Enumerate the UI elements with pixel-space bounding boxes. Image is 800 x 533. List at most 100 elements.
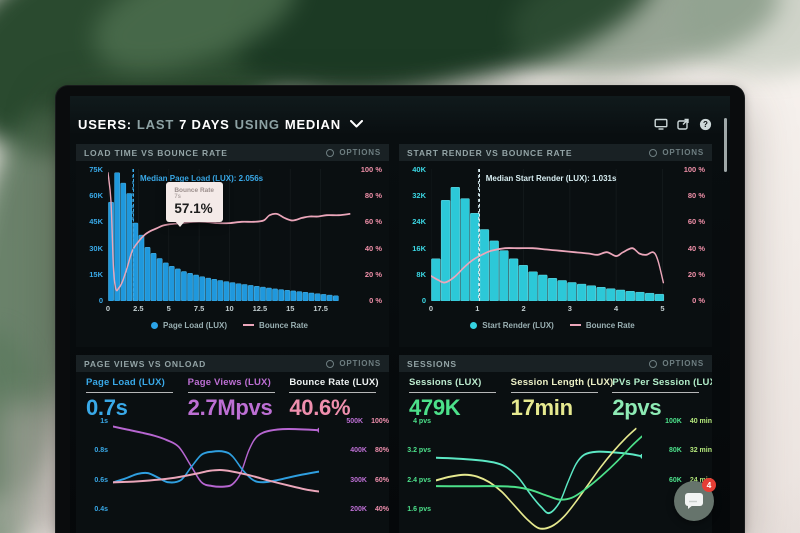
app-header: USERS: LAST 7 DAYS USING MEDIAN: [78, 114, 712, 134]
legend-item[interactable]: Page Load (LUX): [151, 321, 227, 330]
axis-label: 0.6s: [94, 476, 108, 484]
bar: [193, 274, 199, 301]
options-button[interactable]: OPTIONS: [326, 359, 381, 368]
axis-label: 0 %: [692, 295, 705, 305]
axis-label-row: 100K 40 min: [648, 418, 712, 425]
options-button[interactable]: OPTIONS: [649, 148, 704, 157]
bar: [150, 253, 157, 301]
chart-area: 40K 32K 24K 16K 8K 0 Median Start Render (LUX…: [399, 165, 712, 334]
bar: [144, 247, 151, 301]
share-icon[interactable]: [677, 118, 690, 130]
axis-tick: 2.5: [133, 304, 144, 313]
metric-value: 2.7Mpvs: [187, 395, 273, 420]
chevron-down-icon: [349, 120, 363, 128]
axis-tick: 10: [225, 304, 234, 313]
axis-label: 45K: [89, 217, 103, 227]
bar: [175, 268, 181, 301]
chat-widget-button[interactable]: 4: [674, 478, 716, 521]
start-render-histogram: Median Start Render (LUX): 1.031s: [431, 169, 674, 301]
axis-label: 40 %: [364, 243, 382, 253]
y-axis-left: 1s 0.8s 0.6s 0.4s: [76, 418, 113, 513]
axis-label: 20 %: [364, 269, 382, 279]
panel-header: PAGE VIEWS VS ONLOAD OPTIONS: [76, 355, 389, 372]
options-button[interactable]: OPTIONS: [326, 148, 381, 157]
options-button[interactable]: OPTIONS: [649, 359, 704, 368]
median-label: Median Start Render (LUX): 1.031s: [485, 174, 617, 183]
legend-label: Bounce Rate: [585, 320, 635, 330]
axis-label: 24 min: [689, 476, 712, 484]
display-icon[interactable]: [654, 118, 668, 130]
axis-label: 15K: [89, 269, 103, 279]
metric-value: 2pvs: [612, 395, 662, 420]
y-axis-left: 75K 60K 45K 30K 15K 0: [76, 166, 108, 304]
axis-label-row: 80K 32 min: [648, 447, 712, 454]
legend-dot-icon: [151, 321, 159, 329]
axis-label: 300K: [350, 476, 367, 484]
bar: [229, 282, 236, 301]
users-range-dropdown[interactable]: USERS: LAST 7 DAYS USING MEDIAN: [78, 117, 363, 132]
legend-dot-icon: [470, 321, 478, 329]
panel-header: START RENDER VS BOUNCE RATE OPTIONS: [399, 144, 712, 161]
legend-label: Page Load (LUX): [163, 320, 228, 330]
x-axis: 0 2.5 5 7.5 10 12.5 15 17.5: [106, 301, 351, 314]
axis-label: 0.8s: [94, 447, 108, 455]
axis-tick: 12.5: [252, 304, 268, 313]
options-label: OPTIONS: [662, 148, 704, 157]
axis-tick: 1: [475, 304, 480, 313]
bar: [272, 288, 278, 301]
axis-label: 40%: [374, 505, 389, 513]
legend-item[interactable]: Start Render (LUX): [470, 321, 554, 330]
metric-page-load: Page Load (LUX) 0.7s: [86, 377, 178, 419]
y-axis-right: 100 % 80 % 60 % 40 % 20 % 0 %: [674, 166, 712, 304]
panel-header: LOAD TIME VS BOUNCE RATE OPTIONS: [76, 144, 389, 161]
bar: [320, 294, 327, 301]
axis-label: 60K: [89, 191, 103, 201]
bar: [223, 281, 230, 301]
bar: [586, 285, 596, 301]
range-last-label: LAST: [136, 116, 175, 132]
axis-tick: 5: [660, 304, 665, 313]
axis-tick: 4: [614, 304, 619, 313]
tooltip-sub: 7s: [174, 194, 181, 201]
bar: [567, 282, 577, 301]
gear-icon: [649, 148, 658, 157]
help-icon[interactable]: ?: [699, 118, 712, 131]
tooltip-value: 57.1%: [174, 201, 213, 217]
histogram-svg: [431, 169, 665, 301]
axis-label-row: 500K 100%: [325, 418, 389, 425]
axis-label: 40K: [412, 165, 426, 174]
axis-label: 0 %: [369, 295, 382, 305]
legend-item[interactable]: Bounce Rate: [243, 321, 308, 330]
bar: [278, 289, 284, 301]
axis-label-row: 400K 80%: [325, 447, 389, 454]
metric-rule: [510, 392, 598, 393]
bar: [266, 287, 272, 301]
chart-area: 75K 60K 45K 30K 15K 0 Median Page Load (LUX):…: [76, 165, 389, 334]
metric-value: 40.6%: [289, 395, 351, 420]
metric-rule: [409, 392, 497, 393]
bar: [247, 285, 254, 301]
metric-sessions: Sessions (LUX) 479K: [409, 377, 501, 419]
options-label: OPTIONS: [662, 359, 704, 368]
axis-label: 60 %: [687, 217, 705, 227]
bar: [557, 280, 567, 301]
scrollbar[interactable]: [724, 118, 727, 172]
axis-label: 60K: [668, 476, 682, 484]
axis-label: 8K: [416, 269, 426, 279]
x-axis: 0 1 2 3 4 5: [428, 301, 674, 314]
metric-row: Sessions (LUX) 479K Session Length (LUX)…: [399, 372, 712, 419]
axis-label: 100 %: [360, 165, 382, 174]
bar: [489, 240, 499, 301]
axis-tick: 0: [428, 304, 434, 313]
bar: [120, 182, 127, 301]
notification-badge: 4: [702, 478, 716, 492]
line-chart-svg: [113, 425, 319, 493]
bar: [547, 278, 558, 301]
tooltip: Bounce Rate 7s 57.1%: [166, 182, 224, 228]
metric-rule: [289, 392, 377, 393]
metric-label: Session Length (LUX): [510, 377, 614, 388]
legend-item[interactable]: Bounce Rate: [569, 320, 635, 330]
bar: [479, 229, 490, 301]
metric-label: Page Load (LUX): [86, 377, 166, 388]
median-label: Median Page Load (LUX): 2.056s: [139, 174, 264, 183]
